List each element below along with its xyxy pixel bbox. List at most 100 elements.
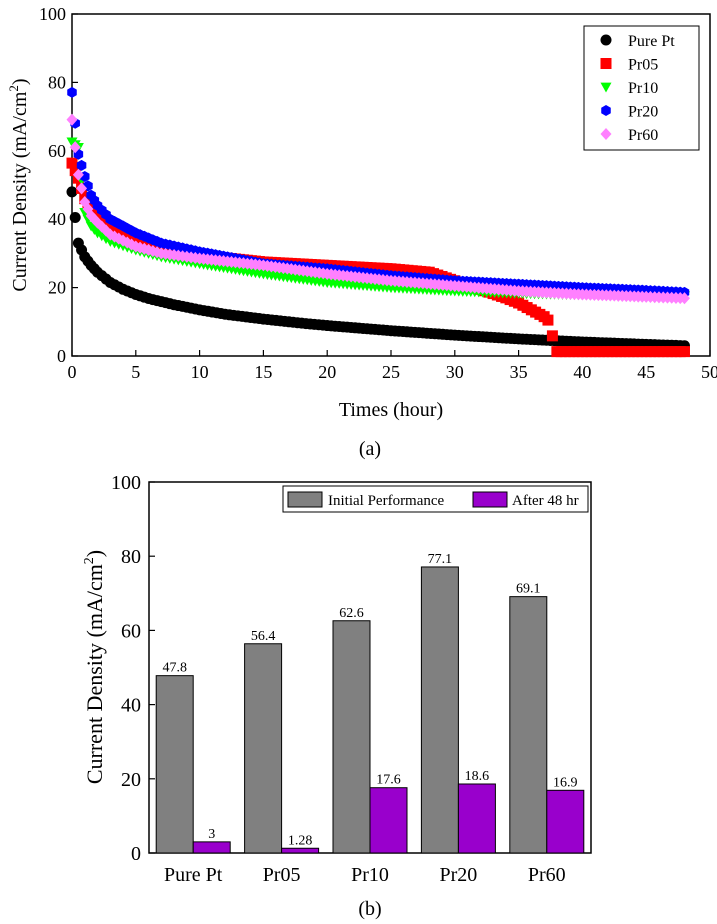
panel-a-data-point	[76, 159, 87, 171]
panel-a-x-tick-label: 10	[191, 362, 209, 382]
panel-b-y-tick-label: 80	[121, 546, 141, 568]
panel-a-line-chart: 0 5 10 15 20 25 30 35 40 45 50 0 20 40 60 80 100 Pure Pt…	[6, 4, 717, 460]
panel-a-legend: Pure Pt Pr05 Pr10 Pr20 Pr60	[583, 25, 700, 151]
panel-a-x-tick-label: 20	[318, 362, 336, 382]
panel-a-data-point	[117, 234, 129, 247]
panel-b-bar-after-48hr	[546, 789, 585, 854]
panel-b-bar-after-48hr	[457, 783, 496, 854]
panel-b-bar-value-label: 17.6	[376, 773, 401, 788]
panel-b-y-tick-label: 40	[121, 695, 141, 717]
panel-b-bar-value-label: 69.1	[516, 582, 541, 597]
panel-a-x-tick-label: 5	[131, 362, 140, 382]
panel-b-bar-initial	[332, 620, 371, 854]
panel-b-y-axis-label-main: Current Density (mA/cm	[82, 564, 107, 784]
panel-a-y-axis-label-main: Current Density (mA/cm	[9, 91, 31, 291]
panel-a-legend-marker	[600, 127, 612, 141]
panel-b-bar-value-label: 62.6	[339, 606, 364, 621]
panel-b-x-tick-label: Pr10	[351, 864, 389, 886]
panel-a-x-tick-label: 25	[382, 362, 400, 382]
panel-a-data-point	[76, 182, 88, 195]
panel-a-x-tick-label: 15	[254, 362, 272, 382]
panel-a-y-tick-label: 100	[39, 4, 66, 24]
panel-b-legend-swatch	[287, 491, 323, 508]
panel-a-x-tick-label: 45	[637, 362, 655, 382]
panel-b-y-tick-label: 0	[131, 843, 141, 865]
panel-b-bar-after-48hr	[192, 841, 231, 854]
panel-a-y-axis-label-sup: 2	[6, 85, 21, 92]
panel-a-legend-marker	[600, 82, 612, 93]
panel-a-x-tick-label: 0	[68, 362, 77, 382]
panel-b-bars: 47.8 3 56.4 1.28 62.6 17.6 77.1 18.6 69.1 16.9	[155, 552, 585, 854]
panel-a-data-point	[66, 186, 78, 198]
panel-a-data-point	[678, 346, 690, 358]
panel-a-data-point	[88, 213, 100, 226]
panel-b-x-tick-label: Pr60	[528, 864, 566, 886]
panel-a-legend-box	[583, 25, 700, 151]
panel-a-legend-marker	[601, 105, 611, 116]
panel-a-data-point	[678, 292, 690, 305]
panel-b-x-tick-label: Pr20	[440, 864, 478, 886]
panel-b-bar-value-label: 47.8	[162, 661, 187, 676]
panel-b-axis-ticks: 0 20 40 60 80 100 Pure Pt Pr05 Pr10 Pr20 Pr60	[111, 472, 566, 886]
panel-a-x-tick-label: 30	[446, 362, 464, 382]
panel-b-bar-initial	[244, 643, 283, 854]
panel-a-data-markers	[66, 86, 690, 358]
panel-a-x-tick-label: 50	[701, 362, 717, 382]
panel-a-legend-marker	[600, 34, 612, 46]
panel-b-y-axis-label-sup: 2	[82, 557, 97, 564]
panel-a-data-point	[72, 168, 84, 181]
panel-b-bar-after-48hr	[369, 787, 408, 854]
panel-a-legend-marker	[600, 58, 612, 69]
panel-a-legend-label: Pr60	[628, 127, 658, 144]
panel-b-bar-chart: 0 20 40 60 80 100 Pure Pt Pr05 Pr10 Pr20 Pr60 47.8…	[82, 472, 592, 920]
panel-a-x-tick-label: 40	[573, 362, 591, 382]
panel-b-bar-after-48hr	[281, 847, 320, 854]
panel-a-data-point	[546, 330, 558, 342]
panel-a-data-point	[66, 113, 78, 126]
panel-b-bar-value-label: 56.4	[251, 629, 276, 644]
panel-a-y-tick-label: 0	[57, 346, 66, 366]
panel-b-bar-initial	[155, 675, 194, 854]
panel-b-legend-swatch	[472, 491, 508, 508]
panel-b-y-tick-label: 20	[121, 769, 141, 791]
panel-a-data-point	[542, 314, 554, 326]
panel-a-y-axis-label: Current Density (mA/cm2)	[6, 78, 31, 291]
panel-a-series-pr60	[66, 113, 690, 305]
panel-b-legend-label: After 48 hr	[512, 493, 579, 509]
panel-b-bar-initial	[509, 596, 548, 854]
panel-a-y-tick-label: 80	[48, 72, 66, 92]
panel-a-legend-label: Pr05	[628, 57, 658, 74]
panel-a-y-tick-label: 20	[48, 278, 66, 298]
panel-b-bar-value-label: 16.9	[553, 775, 578, 790]
panel-b-y-axis-label: Current Density (mA/cm2)	[82, 550, 107, 784]
panel-b-bar-value-label: 18.6	[465, 769, 490, 784]
panel-b-y-tick-label: 60	[121, 620, 141, 642]
panel-a-data-point	[69, 141, 81, 154]
panel-a-x-tick-label: 35	[510, 362, 528, 382]
panel-a-legend-label: Pure Pt	[628, 33, 675, 50]
panel-a-data-point	[96, 220, 108, 233]
panel-a-data-point	[69, 211, 81, 223]
panel-b-bar-value-label: 77.1	[428, 552, 453, 567]
panel-b-x-tick-label: Pr05	[263, 864, 301, 886]
panel-b-bar-value-label: 1.28	[288, 833, 313, 848]
panel-b-bar-initial	[420, 566, 459, 854]
panel-a-data-point	[92, 216, 104, 229]
panel-a-data-point	[69, 165, 81, 177]
panel-b-legend: Initial Performance After 48 hr	[282, 485, 589, 513]
panel-a-y-tick-label: 60	[48, 141, 66, 161]
panel-b-y-tick-label: 100	[111, 472, 141, 494]
panel-a-series-pure-pt	[66, 186, 690, 352]
panel-a-legend-label: Pr10	[628, 80, 658, 97]
panel-a-data-point	[66, 157, 78, 169]
panel-a-data-point	[113, 232, 125, 245]
panel-b-legend-label: Initial Performance	[328, 493, 445, 509]
panel-b-legend-box	[282, 485, 589, 513]
panel-a-caption: (a)	[359, 438, 381, 460]
panel-a-y-axis-label-close: )	[9, 78, 31, 85]
panel-a-x-axis-label: Times (hour)	[339, 399, 443, 421]
panel-b-x-tick-label: Pure Pt	[164, 864, 223, 886]
panel-a-legend-label: Pr20	[628, 104, 658, 121]
panel-b-bar-value-label: 3	[208, 827, 215, 842]
